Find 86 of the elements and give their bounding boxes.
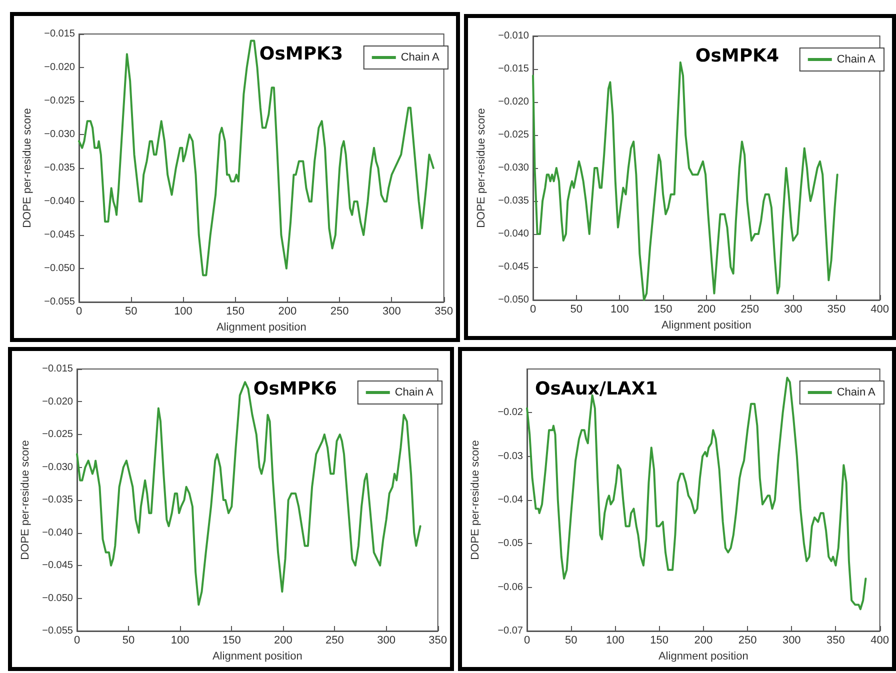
x-tick-label: 300 — [377, 634, 396, 646]
x-axis-title: Alignment position — [661, 319, 752, 332]
x-tick-label: 300 — [382, 306, 401, 318]
x-tick-label: 400 — [870, 304, 890, 316]
x-axis-title: Alignment position — [658, 650, 748, 662]
x-tick-label: 100 — [610, 304, 629, 316]
x-axis-title: Alignment position — [212, 650, 302, 662]
y-tick-label: −0.015 — [44, 28, 76, 40]
x-tick-label: 0 — [524, 634, 530, 646]
line-series — [526, 376, 867, 610]
x-tick-label: 350 — [428, 634, 448, 646]
legend-label: Chain A — [394, 386, 434, 398]
y-tick-label: −0.020 — [42, 396, 74, 408]
y-tick-label: −0.035 — [44, 162, 76, 174]
y-tick-label: −0.07 — [498, 626, 524, 636]
x-tick-label: 50 — [122, 634, 135, 646]
y-tick-label: −0.045 — [42, 560, 74, 571]
x-axis-title: Alignment position — [216, 321, 306, 334]
x-tick-label: 150 — [650, 634, 668, 646]
y-tick-label: −0.040 — [44, 196, 76, 207]
x-tick-label: 200 — [274, 634, 292, 646]
x-tick-label: 300 — [784, 304, 802, 316]
y-tick-label: −0.040 — [42, 527, 74, 538]
x-tick-label: 0 — [530, 304, 536, 316]
x-tick-label: 150 — [654, 304, 672, 316]
x-tick-label: 150 — [222, 634, 241, 646]
x-tick-label: 250 — [738, 634, 757, 646]
y-tick-label: −0.03 — [498, 450, 524, 462]
x-tick-label: 50 — [564, 634, 578, 646]
y-tick-label: −0.025 — [44, 96, 76, 106]
x-tick-label: 100 — [170, 634, 190, 646]
x-tick-label: 350 — [826, 634, 845, 646]
x-tick-label: 250 — [326, 634, 344, 646]
y-tick-label: −0.045 — [498, 262, 530, 272]
y-tick-label: −0.025 — [498, 130, 530, 140]
x-tick-label: 0 — [76, 306, 82, 318]
legend-label: Chain A — [836, 54, 876, 66]
y-tick-label: −0.050 — [498, 294, 530, 306]
y-tick-label: −0.055 — [44, 296, 76, 308]
y-tick-label: −0.050 — [42, 592, 74, 604]
text: OsMPK4 — [695, 46, 779, 66]
y-tick-label: −0.025 — [42, 429, 74, 440]
x-tick-label: 350 — [827, 304, 846, 316]
y-axis-title: DOPE per-residue score — [470, 440, 482, 560]
y-tick-label: −0.030 — [42, 462, 74, 473]
y-tick-label: −0.040 — [498, 228, 530, 240]
y-tick-label: −0.05 — [498, 538, 524, 550]
y-axis-title: DOPE per-residue score — [476, 108, 488, 228]
x-tick-label: 50 — [124, 306, 138, 318]
line-series — [76, 381, 422, 606]
x-tick-label: 300 — [782, 634, 801, 646]
x-tick-label: 350 — [434, 306, 454, 318]
y-tick-label: −0.030 — [44, 129, 76, 140]
y-tick-label: −0.030 — [498, 162, 530, 174]
x-tick-label: 100 — [174, 306, 192, 318]
x-tick-label: 200 — [278, 306, 297, 318]
text: OsMPK3 — [259, 44, 343, 64]
x-tick-label: 150 — [226, 306, 245, 318]
y-tick-label: −0.020 — [498, 96, 530, 108]
y-axis-title: DOPE per-residue score — [22, 108, 34, 228]
x-tick-label: 250 — [740, 304, 759, 316]
x-tick-label: 200 — [697, 304, 716, 316]
y-tick-label: −0.04 — [498, 494, 524, 506]
x-tick-label: 400 — [870, 634, 890, 646]
y-tick-label: −0.035 — [498, 196, 530, 206]
y-tick-label: −0.050 — [44, 263, 76, 274]
text: OsAux/LAX1 — [535, 378, 658, 400]
x-tick-label: 50 — [570, 304, 582, 316]
x-tick-label: 0 — [74, 634, 80, 646]
y-tick-label: −0.010 — [498, 30, 530, 42]
y-tick-label: −0.015 — [42, 364, 74, 374]
x-tick-label: 200 — [694, 634, 713, 646]
x-tick-label: 100 — [606, 634, 624, 646]
x-tick-label: 250 — [330, 306, 349, 318]
text: OsMPK6 — [253, 378, 337, 400]
legend-label: Chain A — [836, 386, 876, 398]
legend-label: Chain A — [400, 52, 440, 64]
line-series — [532, 61, 838, 301]
y-tick-label: −0.015 — [498, 64, 530, 74]
y-tick-label: −0.035 — [42, 494, 74, 506]
y-tick-label: −0.045 — [44, 230, 76, 240]
y-tick-label: −0.055 — [42, 626, 74, 636]
y-axis-title: DOPE per-residue score — [20, 440, 32, 560]
y-tick-label: −0.02 — [498, 407, 524, 418]
y-tick-label: −0.06 — [498, 582, 524, 593]
y-tick-label: −0.020 — [44, 62, 76, 73]
